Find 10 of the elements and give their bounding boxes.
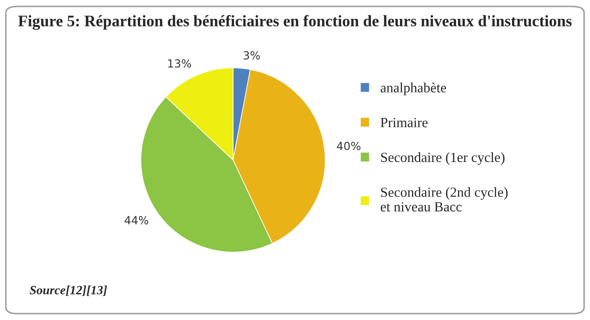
legend-label: Secondaire (2nd cycle) et niveau Bacc bbox=[380, 187, 508, 212]
data-label: 13% bbox=[168, 59, 192, 68]
legend-label: Secondaire (1er cycle) bbox=[381, 152, 505, 165]
data-label: 40% bbox=[336, 142, 360, 150]
data-label: 3% bbox=[244, 51, 260, 60]
source-note: Source[12][13] bbox=[30, 286, 107, 296]
chart-title: Figure 5: Répartition des bénéficiaires en fonction de leurs niveaux d'instructions bbox=[18, 15, 572, 30]
legend-label: Primaire bbox=[380, 118, 428, 128]
legend-label: analphabète bbox=[380, 82, 446, 96]
data-label: 44% bbox=[124, 216, 148, 224]
